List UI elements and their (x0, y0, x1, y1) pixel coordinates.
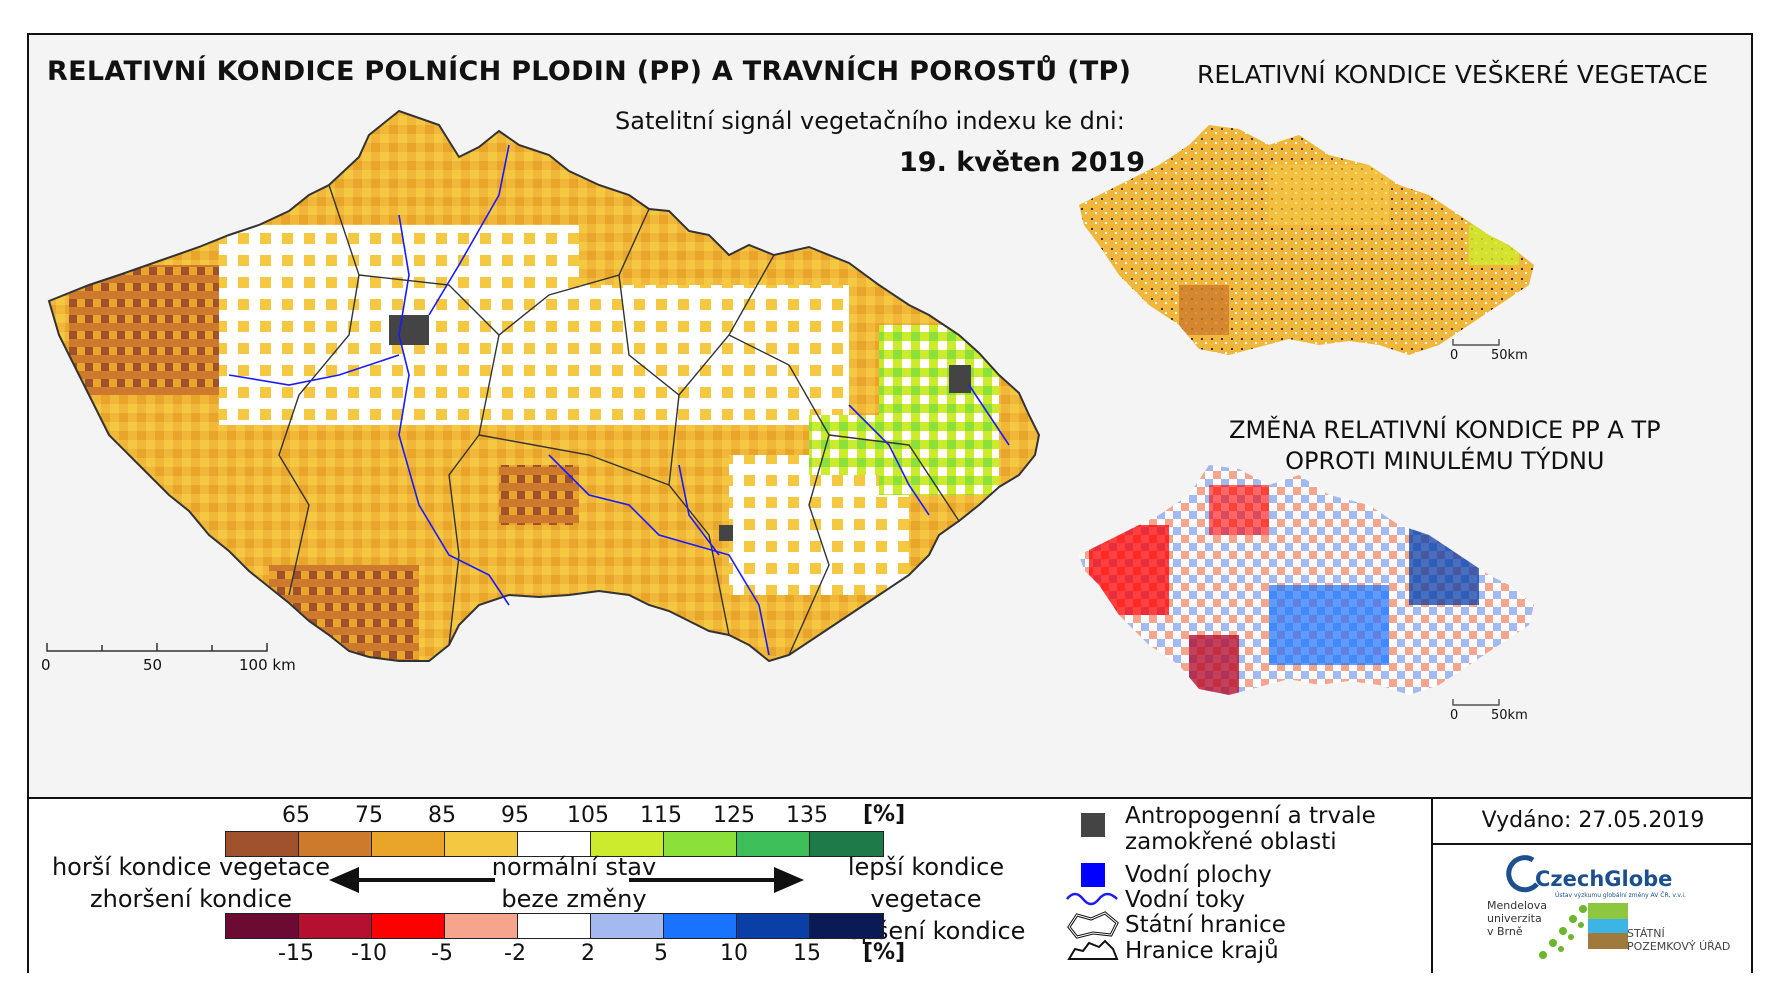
small-scale-label-0-bottom: 0 (1450, 708, 1459, 723)
water-swatch (1081, 863, 1105, 887)
worse-label-2: zhoršení kondice (90, 885, 292, 913)
change-swatch (664, 914, 737, 938)
change-swatch (445, 914, 518, 938)
better-text: lepší kondice vegetace zlepšení kondice (795, 851, 1057, 947)
cond-swatch (518, 832, 591, 856)
small-scale-label-0-top: 0 (1450, 348, 1459, 363)
change-swatch (299, 914, 372, 938)
region-border-icon (1067, 939, 1119, 960)
better-label-1: lepší kondice vegetace (847, 853, 1005, 913)
change-swatch (810, 914, 883, 938)
key-state-border: Státní hranice (1125, 912, 1286, 938)
spu-logo-line1: STÁTNÍ (1627, 927, 1665, 940)
cond-tick-95: 95 (501, 803, 529, 828)
cond-tick-65: 65 (282, 803, 310, 828)
chg-tick-m5: -5 (431, 941, 453, 966)
right-arrow-icon (774, 867, 804, 893)
small-scale-label-50-top: 50km (1491, 348, 1528, 363)
spu-logo-line2: POZEMKOVÝ ÚŘAD (1627, 940, 1731, 953)
change-swatch (591, 914, 664, 938)
cond-swatch (226, 832, 299, 856)
main-scale-label-0: 0 (41, 656, 51, 674)
issued-panel: Vydáno: 27.05.2019 CzechGlobe Ústav výzk… (1431, 799, 1753, 973)
cond-unit: [%] (863, 802, 906, 827)
cond-swatch (737, 832, 810, 856)
report-date: 19. květen 2019 (899, 147, 1146, 178)
chg-tick-5: 5 (654, 941, 668, 966)
change-title-line2: OPROTI MINULÉMU TÝDNU (1285, 447, 1605, 475)
issued-date: Vydáno: 27.05.2019 (1433, 799, 1753, 845)
river-icon (1066, 892, 1118, 906)
cond-tick-85: 85 (428, 803, 456, 828)
condition-change-map (1079, 465, 1534, 706)
cond-swatch (372, 832, 445, 856)
change-swatch (518, 914, 591, 938)
left-arrow-shaft (355, 878, 495, 882)
cond-tick-75: 75 (355, 803, 383, 828)
change-unit: [%] (863, 940, 906, 965)
change-swatch (372, 914, 445, 938)
normal-label-1: normální stav (491, 853, 657, 881)
change-colorbar (225, 913, 884, 939)
key-anthropogenic-line2: zamokřené oblasti (1125, 829, 1337, 855)
left-arrow-icon (329, 867, 359, 893)
anthropogenic-swatch (1081, 813, 1105, 837)
main-scale-label-100: 100 km (239, 656, 296, 674)
key-region-border: Hranice krajů (1125, 938, 1279, 964)
change-swatch (226, 914, 299, 938)
main-condition-map (46, 110, 1040, 662)
czechglobe-logo-subtitle: Ústav výzkumu globální změny AV ČR, v.v.… (1555, 892, 1686, 899)
vegetation-condition-map (1079, 125, 1534, 355)
chg-tick-2: 2 (581, 941, 595, 966)
chg-tick-m2: -2 (504, 941, 526, 966)
mendel-logo-icon (1539, 905, 1587, 959)
state-border-icon (1067, 911, 1119, 939)
arrows (329, 867, 804, 893)
side-title: RELATIVNÍ KONDICE VEŠKERÉ VEGETACE (1197, 60, 1709, 89)
legend-area: 65 75 85 95 105 115 125 135 [%] horší ko… (29, 797, 1753, 973)
cond-swatch (810, 832, 883, 856)
cond-tick-135: 135 (786, 803, 828, 828)
change-swatch (737, 914, 810, 938)
cond-tick-125: 125 (713, 803, 755, 828)
worse-label-1: horší kondice vegetace (51, 853, 331, 881)
spu-logo-text: STÁTNÍ POZEMKOVÝ ÚŘAD (1627, 927, 1730, 953)
map-area: RELATIVNÍ KONDICE POLNÍCH PLODIN (PP) A … (29, 35, 1751, 797)
key-anthropogenic: Antropogenní a trvale zamokřené oblasti (1125, 803, 1376, 855)
key-water: Vodní plochy (1125, 862, 1272, 888)
main-scale-label-50: 50 (143, 656, 163, 674)
spu-logo-icon (1588, 903, 1628, 949)
cond-swatch (664, 832, 737, 856)
chg-tick-15: 15 (793, 941, 821, 966)
czechglobe-logo-icon (1506, 855, 1539, 893)
key-anthropogenic-line1: Antropogenní a trvale (1125, 803, 1376, 829)
key-rivers: Vodní toky (1125, 887, 1246, 913)
condition-colorbar (225, 831, 884, 857)
change-title-line1: ZMĚNA RELATIVNÍ KONDICE PP A TP (1229, 416, 1661, 444)
cond-swatch (445, 832, 518, 856)
mendel-logo-text: Mendelova univerzita v Brně (1487, 899, 1548, 938)
cond-swatch (591, 832, 664, 856)
small-scale-label-50-bottom: 50km (1491, 708, 1528, 723)
normal-label-2: beze změny (501, 885, 647, 913)
chg-tick-10: 10 (720, 941, 748, 966)
change-title: ZMĚNA RELATIVNÍ KONDICE PP A TP OPROTI M… (1229, 415, 1661, 477)
cond-tick-105: 105 (567, 803, 609, 828)
subtitle: Satelitní signál vegetačního indexu ke d… (615, 107, 1125, 135)
cond-swatch (299, 832, 372, 856)
right-arrow-shaft (629, 878, 779, 882)
chg-tick-m10: -10 (351, 941, 387, 966)
chg-tick-m15: -15 (278, 941, 314, 966)
normal-text: normální stav beze změny (479, 851, 669, 915)
worse-text: horší kondice vegetace zhoršení kondice (51, 851, 331, 915)
czechglobe-logo-text: CzechGlobe (1535, 867, 1673, 891)
main-title: RELATIVNÍ KONDICE POLNÍCH PLODIN (PP) A … (47, 56, 1132, 87)
cond-tick-115: 115 (640, 803, 682, 828)
map-frame: RELATIVNÍ KONDICE POLNÍCH PLODIN (PP) A … (27, 33, 1753, 973)
